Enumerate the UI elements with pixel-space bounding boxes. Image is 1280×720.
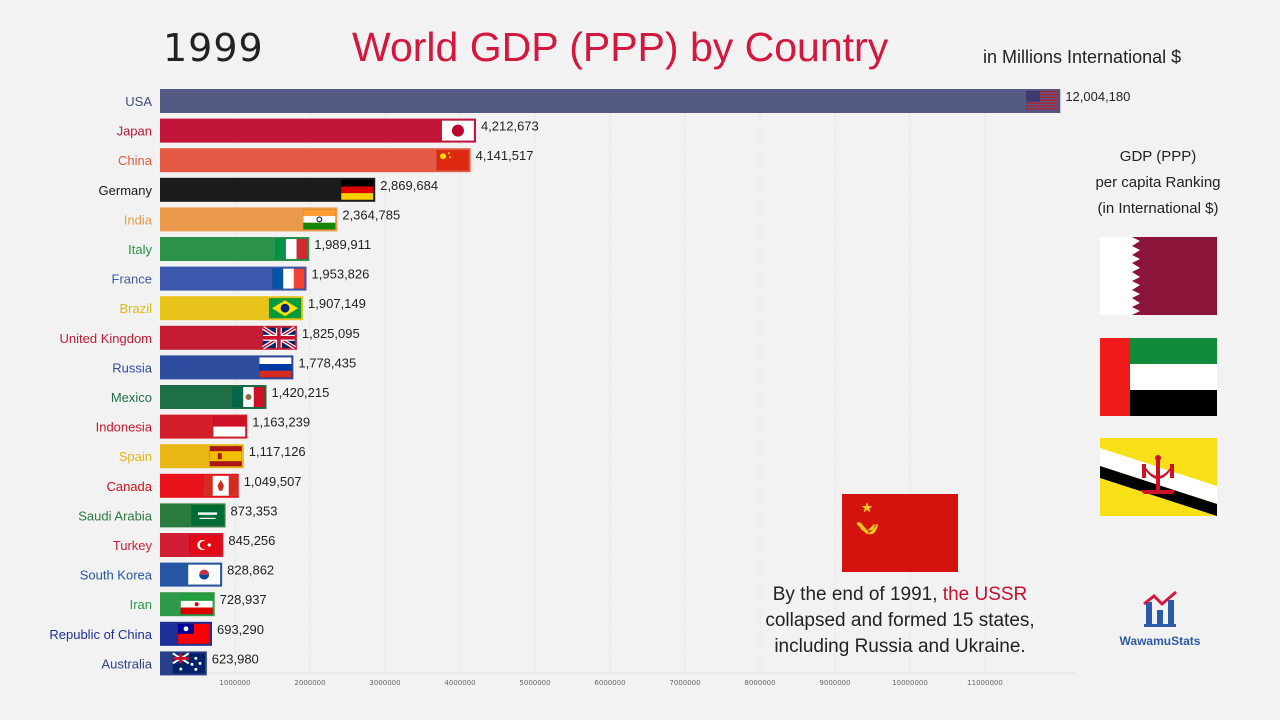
canada-flag-icon xyxy=(204,475,237,497)
category-label: France xyxy=(112,272,152,287)
value-label: 873,353 xyxy=(231,503,278,518)
value-label: 4,141,517 xyxy=(476,148,534,163)
x-tick-label: 7000000 xyxy=(669,679,700,687)
australia-flag-icon xyxy=(172,652,206,674)
brunei-flag-icon xyxy=(1100,438,1217,516)
year-label: 1999 xyxy=(163,26,264,70)
ussr-flag-icon xyxy=(842,494,958,572)
qatar-flag-icon xyxy=(1100,237,1217,315)
note-line-2: collapsed and formed 15 states, xyxy=(765,610,1035,631)
indonesia-flag-icon xyxy=(212,416,246,437)
value-label: 2,364,785 xyxy=(342,207,400,222)
russia-flag-icon xyxy=(259,357,292,378)
x-tick-label: 6000000 xyxy=(594,679,625,687)
uae-flag-icon xyxy=(1100,338,1217,416)
japan-flag-icon xyxy=(441,120,475,141)
value-label: 828,862 xyxy=(227,563,274,578)
category-label: Japan xyxy=(117,124,152,139)
france-flag-icon xyxy=(272,268,305,289)
category-label: Saudi Arabia xyxy=(78,508,152,523)
germany-flag-icon xyxy=(340,179,374,201)
value-label: 1,049,507 xyxy=(244,474,302,489)
category-label: Republic of China xyxy=(49,627,152,642)
category-label: Spain xyxy=(119,449,152,464)
iran-flag-icon xyxy=(180,593,213,615)
bar xyxy=(160,118,476,143)
mexico-flag-icon xyxy=(232,386,265,408)
value-label: 1,163,239 xyxy=(252,415,310,430)
value-label: 728,937 xyxy=(220,592,267,607)
china-flag-icon xyxy=(436,149,469,171)
category-label: Germany xyxy=(99,183,153,198)
unit-label: in Millions International $ xyxy=(983,47,1182,67)
spain-flag-icon xyxy=(209,445,243,467)
value-label: 845,256 xyxy=(228,533,275,548)
logo-icon xyxy=(1143,590,1177,627)
value-label: 693,290 xyxy=(217,622,264,637)
value-label: 2,869,684 xyxy=(380,178,438,193)
value-label: 1,825,095 xyxy=(302,326,360,341)
category-label: Brazil xyxy=(119,301,152,316)
per-capita-title-line: GDP (PPP) xyxy=(1119,148,1197,165)
roc-flag-icon xyxy=(177,623,211,645)
bar xyxy=(160,148,471,173)
category-label: Canada xyxy=(106,479,152,494)
saudi-flag-icon xyxy=(191,505,224,526)
x-tick-label: 4000000 xyxy=(444,679,475,687)
value-label: 12,004,180 xyxy=(1065,89,1130,104)
category-label: Indonesia xyxy=(96,420,153,435)
category-label: Italy xyxy=(128,242,152,257)
note-line-3: including Russia and Ukraine. xyxy=(774,636,1026,657)
uk-flag-icon xyxy=(261,326,296,350)
value-label: 1,778,435 xyxy=(298,355,356,370)
x-tick-label: 3000000 xyxy=(369,679,400,687)
chart-title: World GDP (PPP) by Country xyxy=(352,24,889,70)
x-tick-label: 2000000 xyxy=(294,679,325,687)
x-tick-label: 8000000 xyxy=(744,679,775,687)
per-capita-title-line: (in International $) xyxy=(1097,200,1219,217)
value-label: 1,953,826 xyxy=(312,267,370,282)
note-highlight: the USSR xyxy=(942,584,1028,605)
value-label: 1,420,215 xyxy=(272,385,330,400)
logo-text: WawamuStats xyxy=(1119,634,1201,648)
x-tick-label: 9000000 xyxy=(819,679,850,687)
category-label: India xyxy=(124,212,153,227)
per-capita-title: GDP (PPP) per capita Ranking (in Interna… xyxy=(1078,144,1238,222)
x-tick-label: 5000000 xyxy=(519,679,550,687)
category-label: Russia xyxy=(112,360,153,375)
value-label: 1,117,126 xyxy=(249,444,306,459)
korea-flag-icon xyxy=(187,564,221,585)
value-label: 1,989,911 xyxy=(314,237,371,252)
wawamustats-logo: WawamuStats xyxy=(1110,590,1210,648)
bar xyxy=(160,89,1061,113)
category-label: Mexico xyxy=(111,390,152,405)
value-label: 4,212,673 xyxy=(481,119,539,134)
value-label: 1,907,149 xyxy=(308,296,366,311)
category-label: Iran xyxy=(130,597,152,612)
brazil-flag-icon xyxy=(268,297,302,319)
ussr-note: By the end of 1991, the USSR collapsed a… xyxy=(740,582,1060,660)
category-label: Turkey xyxy=(113,538,153,553)
category-label: South Korea xyxy=(80,568,153,583)
x-tick-label: 10000000 xyxy=(892,679,928,687)
usa-flag-icon xyxy=(1026,90,1059,112)
italy-flag-icon xyxy=(274,238,308,260)
category-label: Australia xyxy=(101,656,152,671)
x-tick-label: 11000000 xyxy=(967,679,1003,687)
bar xyxy=(160,177,376,202)
category-label: USA xyxy=(125,94,152,109)
value-label: 623,980 xyxy=(212,651,259,666)
india-flag-icon xyxy=(303,209,336,230)
note-prefix: By the end of 1991, xyxy=(772,584,943,605)
x-tick-label: 1000000 xyxy=(219,679,250,687)
turkey-flag-icon xyxy=(189,534,222,556)
per-capita-title-line: per capita Ranking xyxy=(1095,174,1221,191)
category-label: China xyxy=(118,153,153,168)
category-label: United Kingdom xyxy=(60,331,153,346)
